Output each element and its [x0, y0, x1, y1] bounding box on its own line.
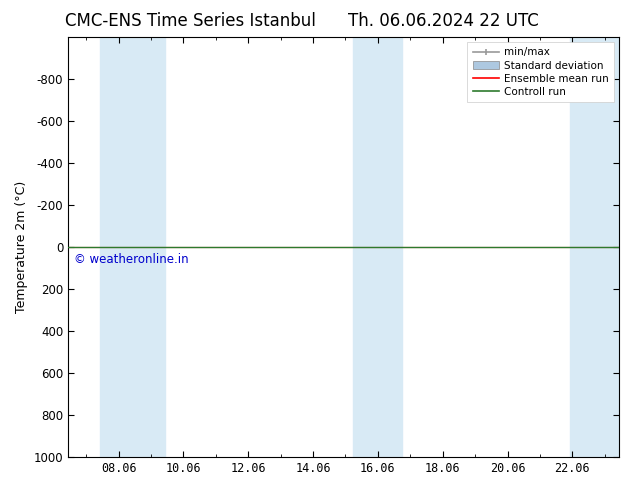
Bar — [100, 37, 165, 457]
Text: CMC-ENS Time Series Istanbul: CMC-ENS Time Series Istanbul — [65, 12, 316, 30]
Bar — [353, 37, 402, 457]
Text: © weatheronline.in: © weatheronline.in — [74, 253, 188, 267]
Legend: min/max, Standard deviation, Ensemble mean run, Controll run: min/max, Standard deviation, Ensemble me… — [467, 42, 614, 102]
Bar — [571, 37, 619, 457]
Y-axis label: Temperature 2m (°C): Temperature 2m (°C) — [15, 181, 28, 313]
Text: Th. 06.06.2024 22 UTC: Th. 06.06.2024 22 UTC — [349, 12, 539, 30]
